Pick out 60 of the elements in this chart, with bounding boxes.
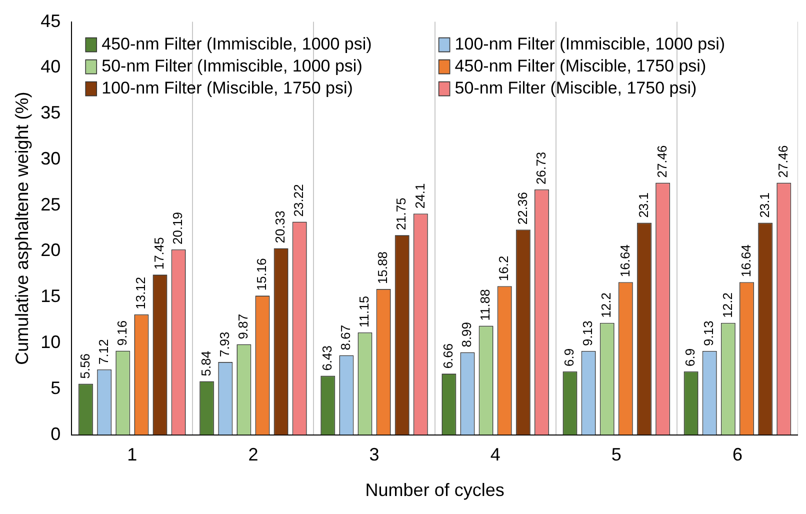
data-label: 16.2 [496,256,512,282]
y-tick-label: 30 [40,148,61,168]
data-label: 27.46 [775,145,790,178]
data-label: 11.88 [478,289,493,321]
data-label: 12.2 [720,292,735,318]
y-tick-label: 45 [40,10,61,31]
y-tick-label: 10 [40,332,61,352]
legend-label: 100-nm Filter (Immiscible, 1000 psi) [454,34,726,54]
y-tick-label: 5 [50,378,61,398]
data-label: 12.2 [598,292,614,318]
y-tick-label: 20 [40,240,61,260]
data-label: 6.9 [562,348,577,366]
x-tick-label: 2 [248,444,258,465]
data-label: 23.22 [291,184,306,217]
x-tick-label: 3 [369,444,380,465]
data-label: 6.43 [319,345,334,371]
legend-label: 50-nm Filter (Miscible, 1750 psi) [454,78,697,98]
data-label: 9.13 [701,320,716,346]
data-label: 17.45 [152,237,167,270]
data-label: 13.12 [133,276,148,310]
x-axis-title: Number of cycles [365,480,504,500]
data-label: 6.9 [682,348,698,366]
data-label: 11.15 [356,296,372,328]
data-label: 20.33 [272,210,288,244]
data-label: 27.46 [654,145,670,178]
legend-label: 50-nm Filter (Immiscible, 1000 psi) [102,56,362,76]
data-label: 21.75 [394,198,409,230]
y-tick-label: 15 [40,286,61,306]
data-label: 7.12 [96,339,111,364]
data-label: 8.99 [459,322,474,348]
data-label: 5.84 [198,350,214,376]
y-tick-label: 40 [40,56,61,77]
legend-label: 450-nm Filter (Immiscible, 1000 psi) [102,34,372,54]
data-label: 22.36 [514,192,530,225]
y-tick-label: 35 [40,102,61,123]
data-label: 23.1 [756,192,772,218]
data-label: 15.16 [254,258,270,291]
data-label: 8.67 [338,324,354,350]
x-tick-label: 6 [732,444,742,465]
x-tick-label: 4 [490,444,500,465]
data-label: 6.66 [440,343,456,369]
data-label: 20.19 [170,212,186,244]
y-tick-label: 0 [50,424,61,444]
data-label: 15.88 [375,252,390,284]
x-tick-label: 5 [611,444,622,465]
legend-label: 100-nm Filter (Miscible, 1750 psi) [102,78,353,98]
data-label: 26.73 [533,152,548,184]
data-label: 23.1 [636,192,651,218]
x-tick-label: 1 [127,444,138,465]
legend-label: 450-nm Filter (Miscible, 1750 psi) [454,56,706,76]
data-label: 9.87 [236,314,251,340]
data-label: 9.13 [580,320,596,346]
data-label: 16.64 [738,244,754,278]
data-label: 24.1 [412,183,428,209]
data-label: 7.93 [216,332,232,358]
y-tick-label: 25 [40,194,61,214]
data-label: 9.16 [114,320,130,346]
data-label: 16.64 [617,244,632,278]
data-label: 5.56 [77,353,92,379]
y-axis-title: Cumulative asphaltene weight (%) [12,92,32,365]
